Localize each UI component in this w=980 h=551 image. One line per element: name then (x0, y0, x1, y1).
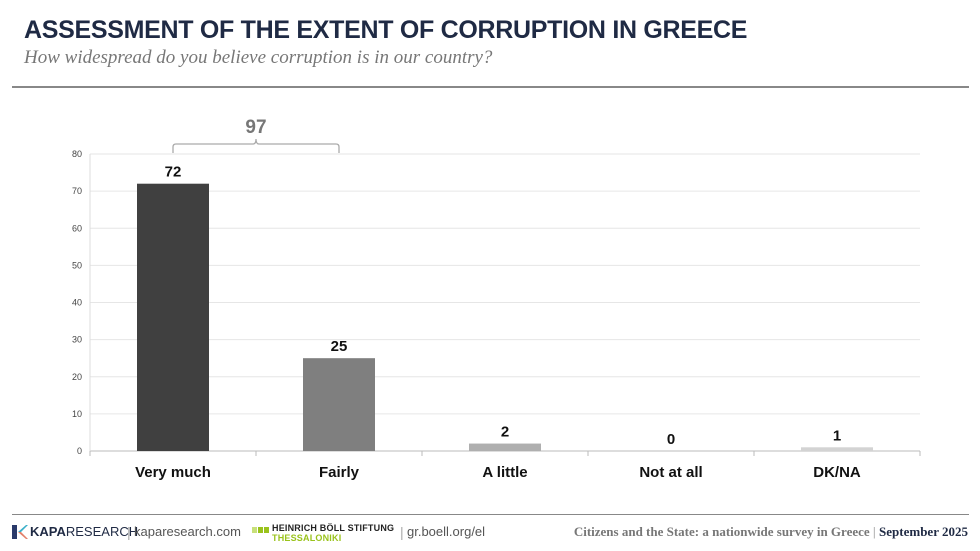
data-label: 72 (165, 164, 182, 181)
x-tick-label: Not at all (639, 464, 702, 481)
bar-fairly (303, 358, 375, 451)
boell-brand: HEINRICH BÖLL STIFTUNG THESSALONIKI (272, 523, 395, 543)
bracket-total-label: 97 (245, 117, 266, 138)
boell-logo-icon (252, 527, 269, 533)
bar-very-much (137, 183, 209, 451)
footer-separator: | (400, 524, 404, 540)
footer-divider (12, 514, 969, 515)
y-tick-label: 30 (72, 335, 82, 345)
x-tick-label: Very much (135, 464, 211, 481)
data-label: 0 (667, 431, 675, 448)
footer-separator: | (127, 524, 131, 540)
footer-survey: Citizens and the State: a nationwide sur… (573, 524, 968, 539)
boell-url[interactable]: gr.boell.org/el (407, 524, 486, 539)
x-tick-label: DK/NA (813, 464, 861, 481)
data-label: 2 (501, 424, 509, 441)
bracket (172, 138, 340, 153)
kapa-url[interactable]: kaparesearch.com (134, 524, 241, 539)
y-tick-label: 70 (72, 186, 82, 196)
page-title: ASSESSMENT OF THE EXTENT OF CORRUPTION I… (24, 16, 748, 44)
y-tick-label: 80 (72, 149, 82, 159)
y-tick-label: 50 (72, 260, 82, 270)
y-tick-label: 60 (72, 223, 82, 233)
y-tick-label: 40 (72, 298, 82, 308)
kapa-brand: KAPARESEARCH (30, 524, 139, 539)
data-label: 25 (331, 338, 348, 355)
x-tick-label: A little (482, 464, 527, 481)
bar-dk-na (801, 447, 873, 451)
data-label: 1 (833, 427, 841, 444)
y-tick-label: 10 (72, 409, 82, 419)
page-subtitle: How widespread do you believe corruption… (24, 47, 493, 68)
kapa-logo-icon (12, 525, 28, 539)
y-tick-label: 0 (77, 446, 82, 456)
header-divider (12, 86, 969, 88)
x-tick-label: Fairly (319, 464, 360, 481)
survey-date: September 2025 (879, 524, 968, 539)
bar-a-little (469, 443, 541, 451)
y-tick-label: 20 (72, 372, 82, 382)
